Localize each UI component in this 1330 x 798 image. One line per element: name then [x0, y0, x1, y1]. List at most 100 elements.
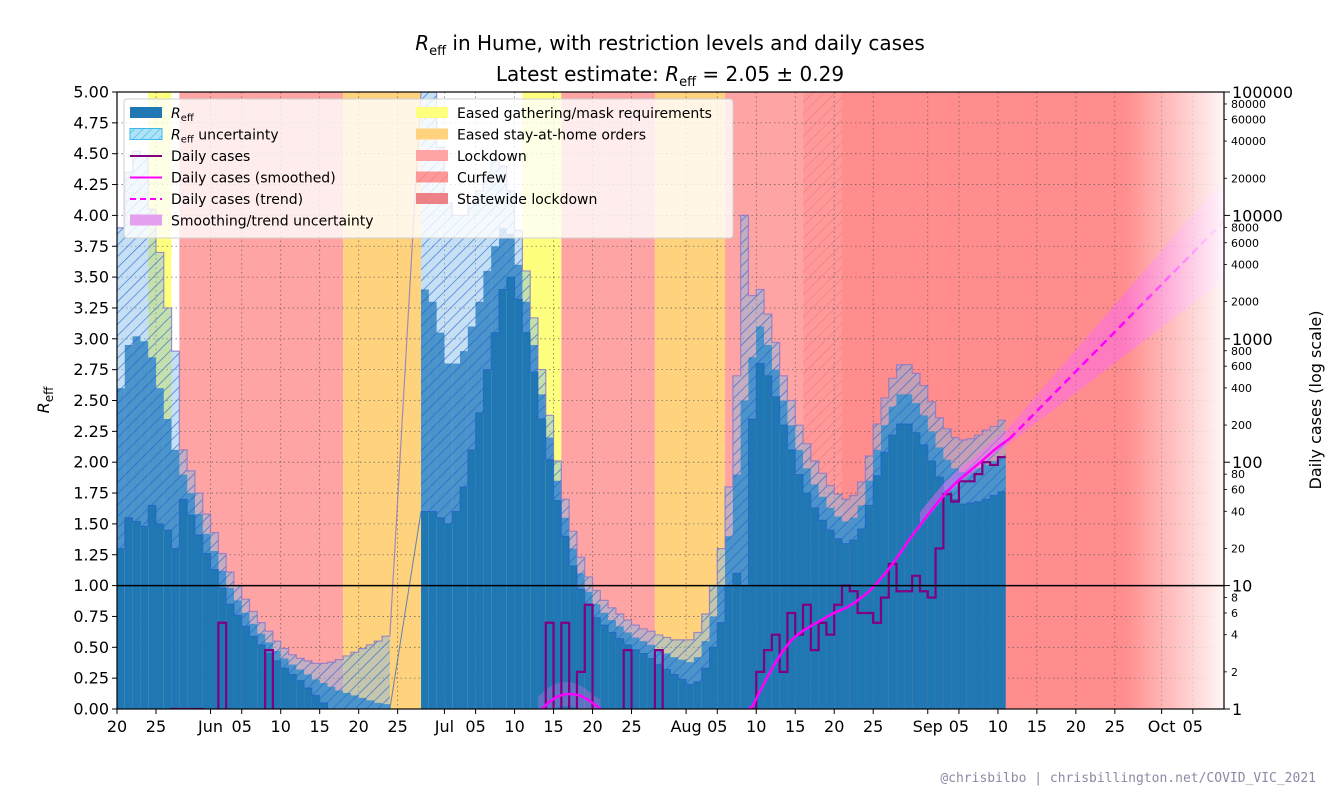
- reff-bar: [576, 573, 585, 709]
- y-tick-label: 2.75: [73, 360, 109, 379]
- y-right-minor-label: 40000: [1231, 135, 1266, 148]
- reff-bar: [498, 227, 507, 709]
- reff-uncertainty-hatch: [366, 644, 375, 709]
- legend-item-eased_gathering: Eased gathering/mask requirements: [416, 106, 712, 122]
- legend-label: Reff uncertainty: [171, 128, 279, 146]
- reff-bar: [686, 662, 694, 709]
- reff-uncertainty-hatch: [280, 648, 289, 669]
- reff-uncertainty-hatch: [935, 417, 944, 478]
- y-tick-label: 4.25: [73, 175, 109, 194]
- reff-uncertainty-hatch: [608, 607, 616, 633]
- reff-bar: [124, 344, 133, 709]
- reff-uncertainty-hatch: [537, 369, 546, 420]
- x-tick-label: 25: [387, 717, 407, 736]
- y-right-minor-label: 20: [1231, 542, 1245, 555]
- credit-text: @chrisbilbo | chrisbillington.net/COVID_…: [940, 771, 1316, 786]
- reff-uncertainty-hatch: [163, 307, 172, 531]
- reff-uncertainty-hatch: [428, 92, 437, 512]
- legend-swatch-eased_stay: [416, 128, 448, 140]
- y-tick-label: 3.25: [73, 298, 109, 317]
- y-tick-label: 1.25: [73, 545, 109, 564]
- reff-bar: [779, 400, 788, 709]
- reff-bar: [771, 369, 780, 709]
- reff-uncertainty-hatch: [249, 611, 258, 637]
- reff-bar: [210, 551, 219, 709]
- legend-swatch-curfew-hatch: [416, 171, 448, 183]
- reff-uncertainty-hatch: [943, 428, 952, 491]
- reff-uncertainty-hatch: [904, 364, 913, 424]
- reff-uncertainty-hatch: [701, 613, 710, 669]
- legend-box: [123, 98, 734, 239]
- reff-uncertainty-hatch: [187, 470, 195, 516]
- reff-bar: [678, 659, 687, 709]
- x-tick-label: 10: [504, 717, 524, 736]
- reff-uncertainty-hatch: [686, 639, 694, 685]
- reff-uncertainty-hatch: [296, 658, 305, 681]
- y-tick-label: 0.50: [73, 638, 109, 657]
- reff-uncertainty-hatch: [514, 230, 523, 300]
- reff-bar: [296, 669, 305, 709]
- reff-bar: [865, 480, 874, 709]
- reff-uncertainty-hatch: [155, 252, 164, 524]
- y-tick-label: 1.75: [73, 484, 109, 503]
- y-right-minor-label: 6: [1231, 607, 1238, 620]
- reff-uncertainty-hatch: [553, 460, 562, 501]
- reff-uncertainty-hatch: [241, 599, 250, 627]
- reff-bar: [452, 363, 461, 709]
- x-tick-label: 25: [1105, 717, 1125, 736]
- y-tick-label: 0.00: [73, 700, 109, 719]
- reff-bar: [615, 626, 624, 709]
- chart-title-line1: Reff in Hume, with restriction levels an…: [415, 31, 925, 59]
- reff-uncertainty-hatch: [132, 151, 141, 522]
- reff-bar: [436, 332, 445, 709]
- y-right-minor-label: 8: [1231, 592, 1238, 605]
- reff-uncertainty-hatch: [460, 215, 468, 487]
- reff-uncertainty-hatch: [467, 203, 476, 450]
- reff-bar: [958, 472, 967, 709]
- reff-bar: [148, 357, 156, 709]
- reff-bar: [912, 402, 920, 709]
- reff-uncertainty-hatch: [982, 430, 991, 500]
- reff-uncertainty-hatch: [210, 532, 219, 570]
- y-axis-label-left: Reff: [34, 386, 56, 414]
- legend: Reff Reff uncertainty Daily cases Daily cas…: [123, 98, 734, 239]
- y-right-tick-label: 100: [1232, 453, 1263, 472]
- reff-uncertainty-hatch: [491, 159, 499, 333]
- legend-swatch-statewide: [416, 193, 448, 204]
- reff-bar: [880, 425, 889, 709]
- y-right-minor-label: 2: [1231, 666, 1238, 679]
- reff-bar: [218, 570, 227, 709]
- reff-uncertainty-hatch: [919, 385, 928, 445]
- reff-uncertainty-hatch: [522, 270, 531, 333]
- reff-bar: [233, 600, 242, 709]
- legend-swatch-smooth-unc: [130, 214, 162, 226]
- legend-label: Eased gathering/mask requirements: [457, 106, 712, 122]
- reff-uncertainty-hatch: [849, 495, 858, 540]
- x-tick-label: Jul: [434, 717, 454, 736]
- reff-bar: [155, 388, 164, 709]
- x-tick-label: 20: [1066, 717, 1086, 736]
- legend-item-eased_stay: Eased stay-at-home orders: [416, 128, 646, 144]
- daily-cases-line: [170, 455, 1006, 709]
- y-right-minor-label: 800: [1231, 345, 1252, 358]
- reff-uncertainty-hatch: [140, 156, 149, 527]
- y-right-tick-label: 1: [1232, 700, 1242, 719]
- reff-uncertainty-hatch: [865, 456, 874, 506]
- reff-bar: [748, 357, 757, 709]
- x-tick-label: 20: [824, 717, 844, 736]
- reff-uncertainty-hatch: [740, 215, 749, 586]
- reff-uncertainty-hatch: [670, 639, 679, 675]
- legend-label: Daily cases (smoothed): [171, 171, 336, 187]
- reff-bar: [842, 521, 850, 709]
- reff-uncertainty-hatch: [584, 576, 593, 607]
- reff-uncertainty-hatch: [343, 655, 351, 709]
- smoothed-cases-line: [746, 437, 1011, 709]
- reff-uncertainty-hatch: [327, 662, 336, 709]
- reff-bar: [171, 449, 180, 709]
- reff-bar: [608, 620, 616, 709]
- y-axis-left: 0.00 0.25 0.50 0.75 1.00 1.25 1.50 1.75 2.00 2.25…: [73, 83, 117, 719]
- reff-bar: [919, 415, 928, 709]
- legend-label: Daily cases (trend): [171, 192, 303, 208]
- reff-bar: [810, 484, 819, 709]
